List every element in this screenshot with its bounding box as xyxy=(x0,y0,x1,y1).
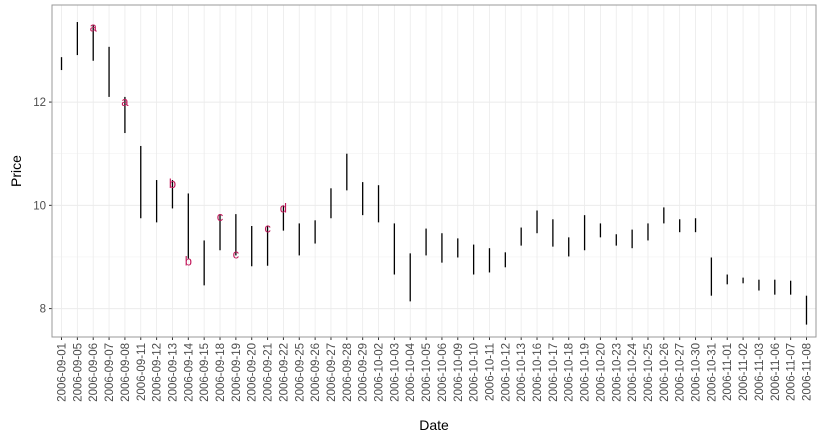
plot-border xyxy=(51,4,817,338)
x-tick-label: 2006-09-21 xyxy=(263,343,275,402)
annotation: d xyxy=(280,200,287,215)
annotation: c xyxy=(233,246,240,261)
x-tick-label: 2006-10-12 xyxy=(500,343,512,402)
annotation: a xyxy=(90,20,98,35)
x-tick-label: 2006-10-20 xyxy=(595,343,607,402)
x-axis-title: Date xyxy=(419,417,449,433)
plot-background xyxy=(52,5,816,337)
x-tick-label: 2006-09-19 xyxy=(231,343,243,402)
x-tick-label: 2006-10-03 xyxy=(389,343,401,402)
x-tick-label: 2006-10-02 xyxy=(374,343,386,402)
y-tick-label: 10 xyxy=(33,200,46,212)
x-tick-label: 2006-10-27 xyxy=(675,343,687,402)
x-tick-label: 2006-09-12 xyxy=(152,343,164,402)
x-tick-label: 2006-10-23 xyxy=(611,343,623,402)
x-tick-label: 2006-11-03 xyxy=(754,343,766,401)
x-tick-label: 2006-10-09 xyxy=(453,343,465,402)
x-tick-label: 2006-09-11 xyxy=(136,343,148,401)
x-tick-label: 2006-09-05 xyxy=(72,343,84,402)
x-tick-label: 2006-09-26 xyxy=(310,343,322,402)
annotation: c xyxy=(264,221,271,236)
x-tick-label: 2006-10-24 xyxy=(627,342,639,401)
annotation: b xyxy=(185,254,192,269)
x-tick-label: 2006-10-11 xyxy=(484,343,496,401)
x-tick-label: 2006-09-14 xyxy=(183,342,195,401)
x-tick-label: 2006-09-08 xyxy=(120,343,132,402)
x-tick-label: 2006-09-01 xyxy=(57,343,69,402)
x-tick-label: 2006-09-28 xyxy=(342,343,354,402)
x-tick-label: 2006-10-26 xyxy=(659,343,671,402)
x-tick-label: 2006-09-20 xyxy=(247,343,259,402)
x-tick-label: 2006-09-18 xyxy=(215,343,227,402)
x-tick-label: 2006-11-08 xyxy=(801,343,813,401)
x-tick-label: 2006-10-10 xyxy=(469,343,481,402)
x-tick-label: 2006-10-30 xyxy=(691,343,703,402)
x-tick-label: 2006-09-07 xyxy=(104,343,116,402)
x-tick-label: 2006-10-16 xyxy=(532,343,544,402)
x-tick-label: 2006-09-15 xyxy=(199,343,211,402)
x-tick-label: 2006-09-13 xyxy=(167,343,179,402)
annotation: a xyxy=(121,94,129,109)
x-tick-label: 2006-11-06 xyxy=(770,343,782,401)
x-tick-label: 2006-09-22 xyxy=(278,343,290,402)
x-tick-label: 2006-09-29 xyxy=(358,343,370,402)
x-tick-label: 2006-11-07 xyxy=(786,343,798,401)
x-tick-label: 2006-09-27 xyxy=(326,343,338,402)
y-tick-label: 12 xyxy=(33,97,46,109)
y-tick-label: 8 xyxy=(40,304,46,316)
x-tick-label: 2006-11-02 xyxy=(738,343,750,401)
x-tick-label: 2006-09-06 xyxy=(88,343,100,402)
x-tick-label: 2006-10-04 xyxy=(405,342,417,401)
x-tick-label: 2006-10-25 xyxy=(643,343,655,402)
x-tick-label: 2006-10-13 xyxy=(516,343,528,402)
x-tick-label: 2006-10-18 xyxy=(564,343,576,402)
x-tick-label: 2006-10-06 xyxy=(437,343,449,402)
x-tick-label: 2006-10-31 xyxy=(706,343,718,402)
y-axis-title: Price xyxy=(8,155,24,187)
annotation: b xyxy=(169,176,176,191)
x-tick-label: 2006-10-19 xyxy=(580,343,592,402)
x-tick-label: 2006-10-05 xyxy=(421,343,433,402)
x-tick-label: 2006-10-17 xyxy=(548,343,560,402)
x-tick-label: 2006-11-01 xyxy=(722,343,734,401)
x-tick-label: 2006-09-25 xyxy=(294,343,306,402)
annotation: c xyxy=(217,209,224,224)
